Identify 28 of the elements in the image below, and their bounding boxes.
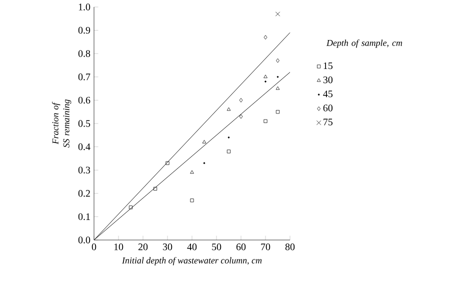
y-tick-label: 0.4: [78, 143, 90, 150]
legend-label: 45: [323, 90, 332, 98]
x-tick-label: 40: [187, 244, 197, 250]
y-tick-label: 0.9: [78, 26, 90, 34]
x-tick-label: 30: [163, 244, 172, 250]
x-tick-label: 60: [236, 244, 246, 250]
y-tick-label: 1.0: [78, 4, 90, 10]
y-axis-title: Fraction of SS remaining: [52, 100, 72, 148]
x-tick-label: 80: [285, 244, 295, 250]
legend-label: 60: [323, 104, 333, 112]
x-tick-label: 70: [261, 244, 270, 250]
y-tick-label: 0.3: [78, 166, 90, 174]
legend-label: 30: [323, 76, 333, 84]
x-tick-label: 50: [212, 244, 222, 250]
legend-label: 15: [324, 62, 332, 70]
y-tick-label: 0.8: [78, 50, 90, 57]
x-tick-label: 10: [114, 244, 124, 250]
y-tick-label: 0.0: [78, 236, 90, 244]
x-tick-label: 0: [92, 244, 96, 250]
y-tick-label: 0.7: [78, 74, 90, 80]
y-tick-label: 0.5: [78, 120, 90, 127]
x-tick-label: 20: [138, 244, 148, 250]
legend-label: 75: [324, 118, 332, 126]
x-axis-title: Initial depth of wastewater column, cm: [122, 257, 262, 266]
legend-title: Depth of sample, cm: [326, 40, 402, 48]
y-tick-label: 0.2: [78, 190, 90, 197]
y-tick-label: 0.1: [78, 213, 90, 220]
y-tick-label: 0.6: [78, 96, 90, 104]
